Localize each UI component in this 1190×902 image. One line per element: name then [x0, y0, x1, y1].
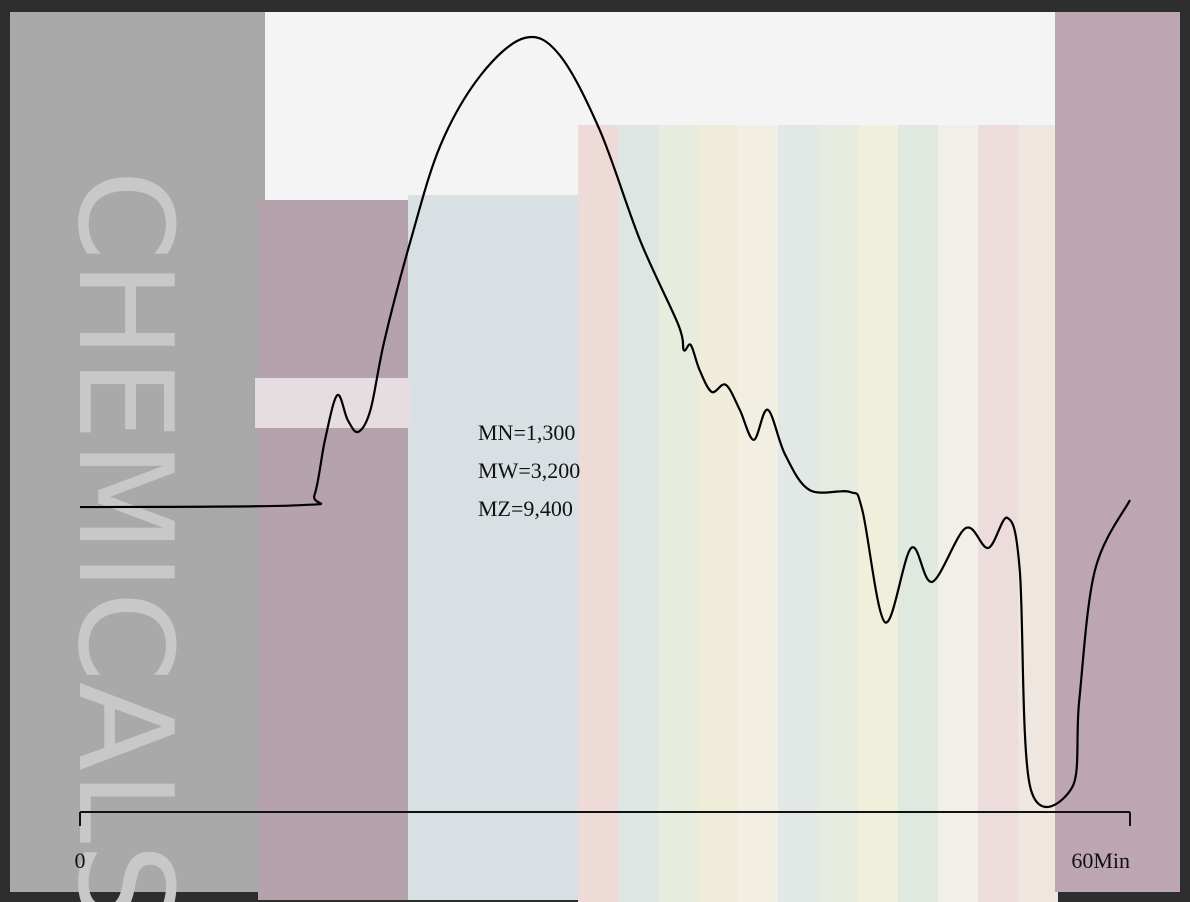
background-text: CHEMICALS	[49, 170, 201, 902]
x-tick-label: 60Min	[1071, 848, 1130, 873]
line-trace	[79, 35, 1131, 809]
annotation: MZ=9,400	[478, 496, 573, 521]
x-tick-label: 0	[75, 848, 86, 873]
annotation: MN=1,300	[478, 420, 575, 445]
annotation: MW=3,200	[478, 458, 580, 483]
